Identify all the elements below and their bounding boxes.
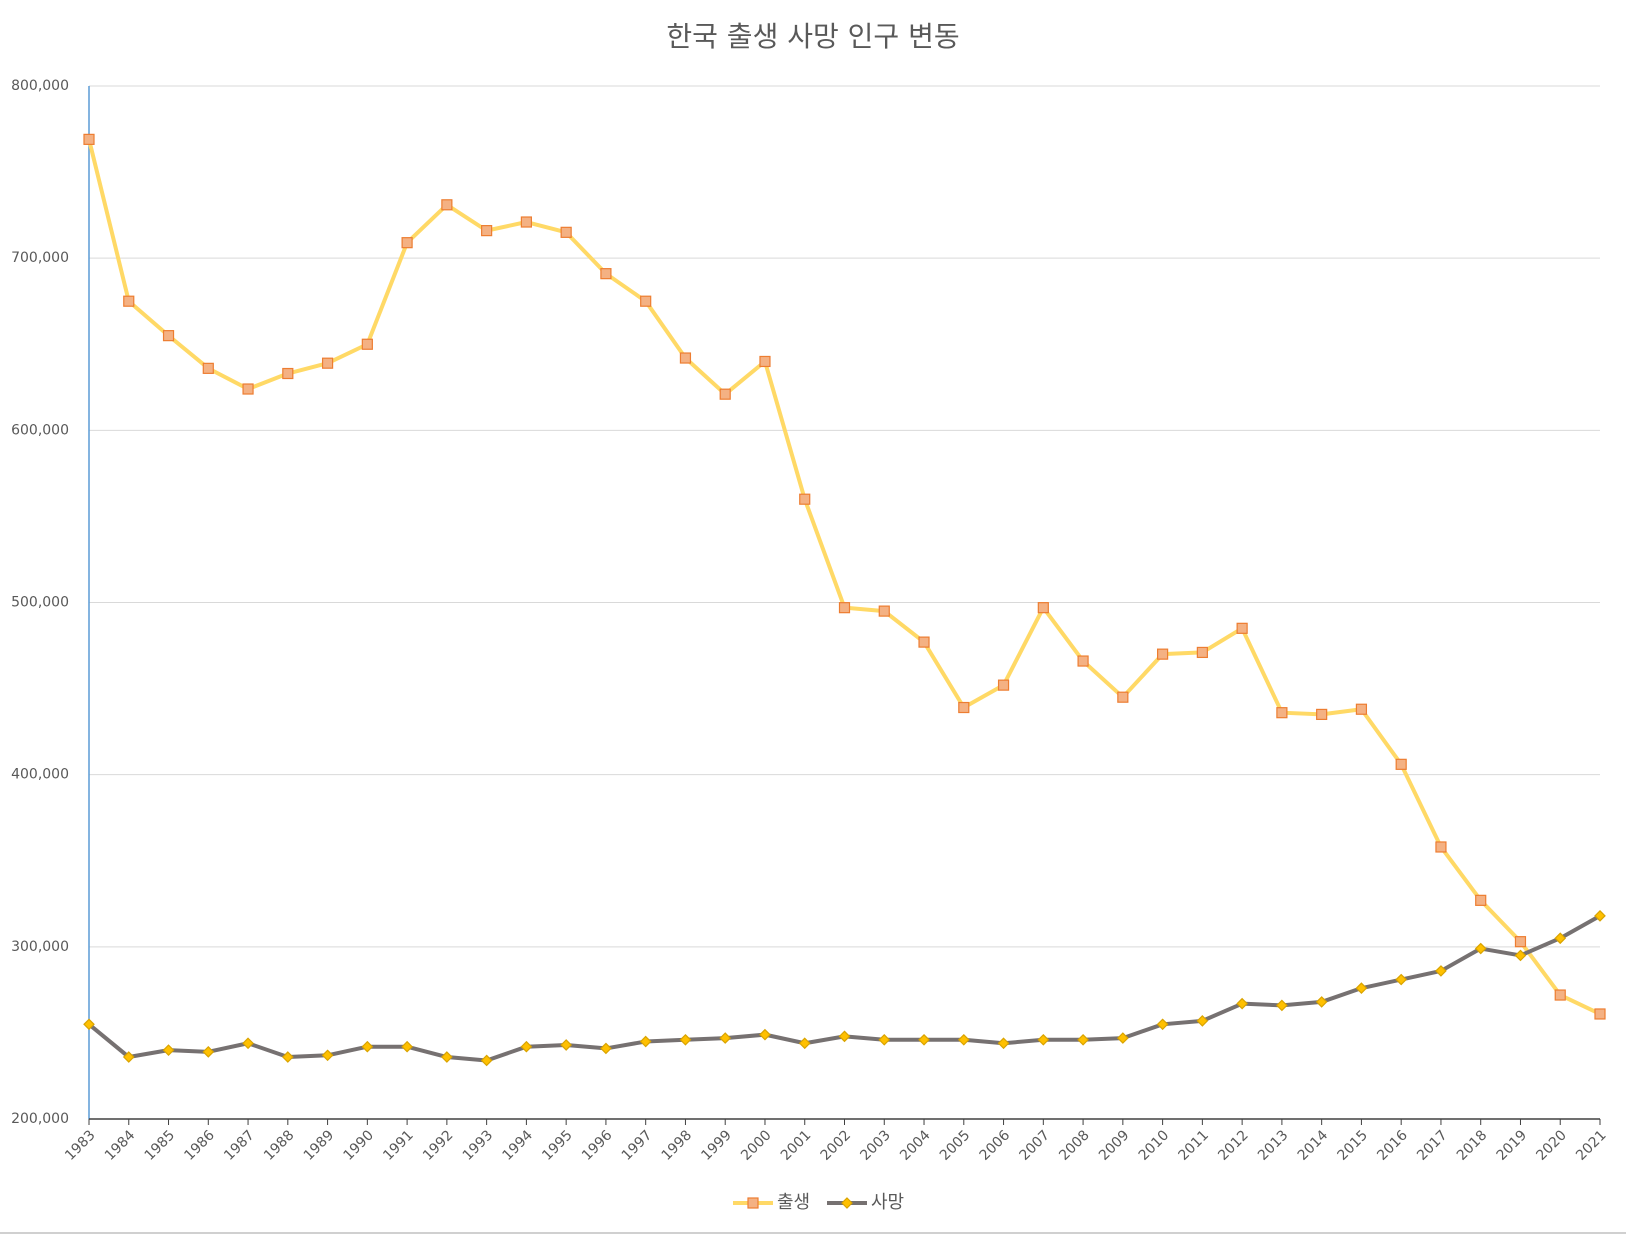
data-point [83,133,95,145]
y-tick-label: 200,000 [11,1111,69,1127]
data-point [1554,989,1566,1001]
data-point [1355,982,1368,995]
legend-marker [841,1197,853,1209]
data-point [1475,894,1487,906]
data-point [122,1051,135,1063]
data-point [123,295,135,307]
data-point [878,605,890,617]
data-point [282,367,294,380]
data-point [600,1042,612,1055]
legend-marker [747,1197,759,1209]
data-point [1594,909,1606,922]
chart-title: 한국 출생 사망 인구 변동 [666,20,959,53]
data-point [1514,936,1527,948]
data-point [242,383,254,395]
data-point [1236,997,1248,1010]
data-point [1196,1015,1209,1027]
data-point [719,1032,732,1044]
data-point [1554,932,1567,945]
data-point [997,679,1010,691]
data-point [361,1040,374,1053]
data-point [1315,996,1328,1008]
data-point [162,1044,175,1056]
legend-label: 사망 [871,1192,904,1213]
y-tick-label: 800,000 [11,78,69,94]
data-point [560,226,572,238]
data-point [759,355,771,368]
y-tick-label: 700,000 [11,250,69,266]
legend-label: 출생 [777,1192,810,1213]
data-point [1196,646,1208,659]
data-point [1395,758,1407,770]
data-point [1156,1018,1169,1031]
data-point [1395,973,1408,986]
data-point [1276,999,1288,1012]
data-point [1077,1033,1089,1046]
data-point [1077,655,1089,667]
legend-item: 출생 [733,1192,810,1213]
y-tick-label: 600,000 [11,422,69,438]
data-point [361,338,373,350]
data-point [600,268,612,280]
data-point [997,1037,1010,1050]
legend-item: 사망 [827,1192,904,1213]
data-point [918,636,930,648]
data-point [1435,841,1447,853]
data-point [1474,942,1487,955]
data-point [639,1035,652,1048]
data-point [1157,648,1169,660]
data-point [958,701,970,714]
data-point [281,1051,294,1063]
data-point [878,1033,891,1046]
data-point [401,237,413,249]
data-point [242,1037,254,1050]
y-tick-label: 400,000 [11,767,69,783]
data-point [321,357,334,369]
data-point [957,1033,970,1046]
data-point [321,1049,334,1062]
data-point [560,1039,573,1051]
data-point [481,225,493,237]
y-tick-label: 500,000 [11,595,69,611]
y-tick-label: 300,000 [11,939,69,955]
data-point [401,1040,413,1053]
data-point [679,352,692,364]
data-point [1276,707,1288,719]
data-point [1316,708,1328,721]
data-point [1594,1008,1606,1020]
data-point [799,493,811,505]
data-point [1355,703,1368,715]
data-point [759,1028,771,1041]
data-point [719,388,731,400]
data-point [520,216,532,228]
data-point [83,1018,95,1031]
data-point [1514,949,1527,962]
data-point [441,1051,453,1063]
data-point [838,1030,851,1043]
data-point [520,1040,533,1053]
data-point [679,1033,692,1046]
data-point [162,330,175,342]
data-point [441,199,453,211]
data-point [1236,622,1248,634]
data-point [918,1033,930,1046]
data-point [838,602,851,614]
data-point [1435,965,1447,977]
data-point [1037,602,1049,614]
data-point [1117,691,1129,703]
data-point [202,1046,215,1058]
data-point [1116,1032,1129,1044]
data-point [1037,1033,1050,1046]
data-point [202,362,214,374]
data-point [640,295,652,307]
data-point [480,1054,493,1067]
data-point [798,1037,811,1050]
